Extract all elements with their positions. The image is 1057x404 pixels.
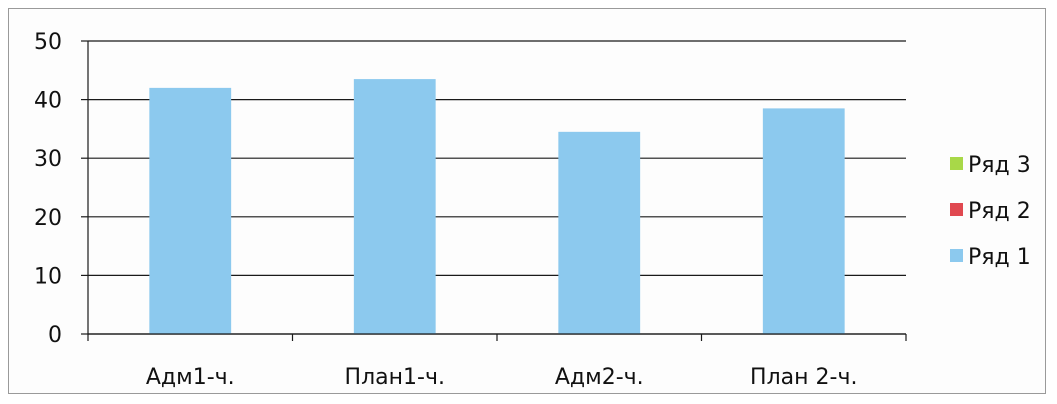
- x-axis-ticks: Адм1-ч. План1-ч. Адм2-ч. План 2-ч.: [146, 365, 858, 390]
- y-tick-label: 30: [34, 147, 62, 172]
- x-tick-label: План 2-ч.: [750, 365, 857, 390]
- bar-4: [762, 108, 845, 334]
- axes: [87, 41, 907, 341]
- bar-1: [149, 87, 232, 334]
- y-tick-label: 10: [34, 264, 62, 289]
- bar-2: [353, 79, 436, 334]
- legend-label-1: Ряд 1: [968, 245, 1031, 270]
- legend-swatch-3: [950, 157, 963, 170]
- y-tick-label: 0: [48, 323, 62, 348]
- legend-swatch-1: [950, 249, 963, 262]
- x-tick-label: Адм1-ч.: [146, 365, 235, 390]
- legend-label-3: Ряд 3: [968, 153, 1031, 178]
- y-axis-ticks: 0 10 20 30 40 50: [34, 30, 88, 348]
- y-tick-label: 50: [34, 30, 62, 55]
- x-tick-label: Адм2-ч.: [555, 365, 644, 390]
- y-tick-label: 40: [34, 89, 62, 114]
- bars: [149, 79, 845, 334]
- y-tick-label: 20: [34, 206, 62, 231]
- x-tick-label: План1-ч.: [345, 365, 445, 390]
- legend-swatch-2: [950, 203, 963, 216]
- bar-3: [558, 131, 641, 334]
- legend-label-2: Ряд 2: [968, 199, 1031, 224]
- legend: Ряд 3 Ряд 2 Ряд 1: [950, 153, 1031, 270]
